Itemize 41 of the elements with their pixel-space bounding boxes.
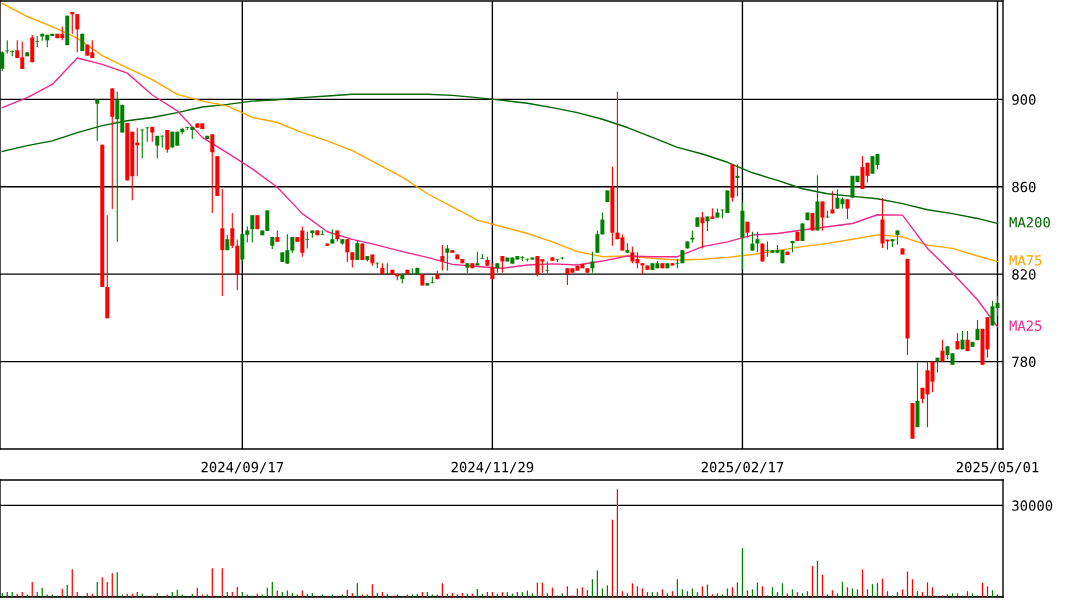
candlestick [845, 198, 850, 220]
candlestick [590, 251, 595, 274]
candlestick [345, 238, 350, 263]
candlestick [0, 50, 5, 72]
candlestick [700, 211, 705, 249]
y-tick-label: 860 [1012, 181, 1036, 193]
candlestick [440, 244, 445, 272]
candlestick [860, 155, 865, 190]
candlestick [595, 229, 600, 254]
y-tick-label: 780 [1012, 356, 1036, 368]
candlestick [230, 212, 235, 249]
candlestick [725, 189, 730, 214]
line-series [1, 2, 999, 263]
y-tick-label: 30000 [1012, 500, 1053, 511]
candlestick [940, 339, 945, 363]
candlestick [355, 240, 360, 261]
x-tick-label: 2024/09/17 [201, 461, 284, 474]
x-tick-label: 2024/11/29 [451, 461, 534, 474]
candlestick [95, 98, 100, 142]
candlestick [250, 214, 255, 244]
candlestick [445, 244, 450, 272]
candlestick [835, 188, 840, 210]
candlestick [210, 133, 215, 214]
candlestick [755, 231, 760, 253]
series-label: MA75 [1009, 255, 1042, 266]
x-tick-label: 2025/05/01 [956, 461, 1039, 474]
candlestick [115, 91, 120, 243]
candlestick [535, 255, 540, 278]
line-series [1, 93, 999, 225]
candlestick [990, 300, 995, 327]
series-label: MA25 [1009, 320, 1042, 331]
x-tick-label: 2025/02/17 [701, 461, 784, 474]
candlestick [220, 188, 225, 297]
y-tick-label: 900 [1012, 94, 1036, 105]
candlestick [750, 231, 755, 252]
candlestick [545, 260, 550, 274]
candlestick [820, 200, 825, 232]
line-series [1, 57, 999, 328]
y-tick-label: 820 [1012, 269, 1036, 280]
series-label: MA200 [1009, 217, 1050, 228]
candlestick [75, 13, 80, 53]
